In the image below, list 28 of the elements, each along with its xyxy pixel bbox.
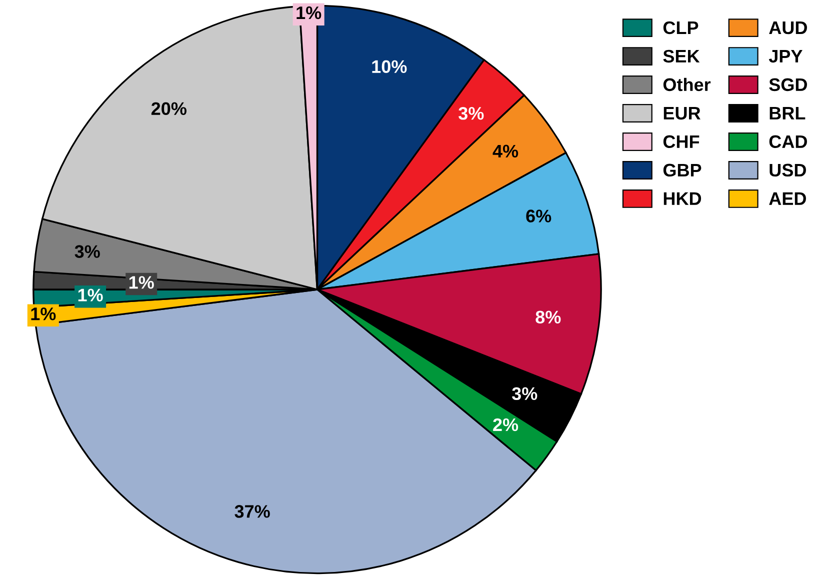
legend-label: BRL bbox=[770, 106, 806, 120]
data-label: 1% bbox=[78, 288, 103, 302]
legend-label: Other bbox=[663, 78, 711, 92]
legend-label: CAD bbox=[769, 135, 807, 148]
legend-label: CHF bbox=[663, 135, 700, 148]
data-label: 4% bbox=[492, 144, 518, 158]
legend-label: HKD bbox=[664, 192, 702, 205]
data-label: 3% bbox=[458, 106, 484, 120]
data-label: 8% bbox=[536, 310, 561, 324]
data-label: 1% bbox=[31, 308, 56, 320]
legend-label: SEK bbox=[663, 50, 700, 63]
legend-label: SGD bbox=[769, 78, 807, 92]
legend-label: CLP bbox=[663, 21, 698, 34]
data-label: 3% bbox=[512, 387, 538, 400]
data-label: 6% bbox=[526, 210, 552, 222]
legend-label: AED bbox=[769, 192, 806, 205]
data-label: 2% bbox=[493, 418, 518, 432]
data-label: 20% bbox=[151, 102, 186, 116]
data-label: 1% bbox=[129, 276, 154, 289]
legend-label: JPY bbox=[768, 50, 802, 63]
data-label: 3% bbox=[74, 245, 100, 258]
data-label: 1% bbox=[296, 6, 322, 20]
data-label: 10% bbox=[372, 60, 407, 73]
legend-label: GBP bbox=[663, 164, 702, 177]
legend-label: EUR bbox=[664, 106, 700, 120]
legend-label: AUD bbox=[769, 22, 807, 34]
legend-label: USD bbox=[770, 164, 806, 177]
data-label: 37% bbox=[234, 505, 270, 518]
